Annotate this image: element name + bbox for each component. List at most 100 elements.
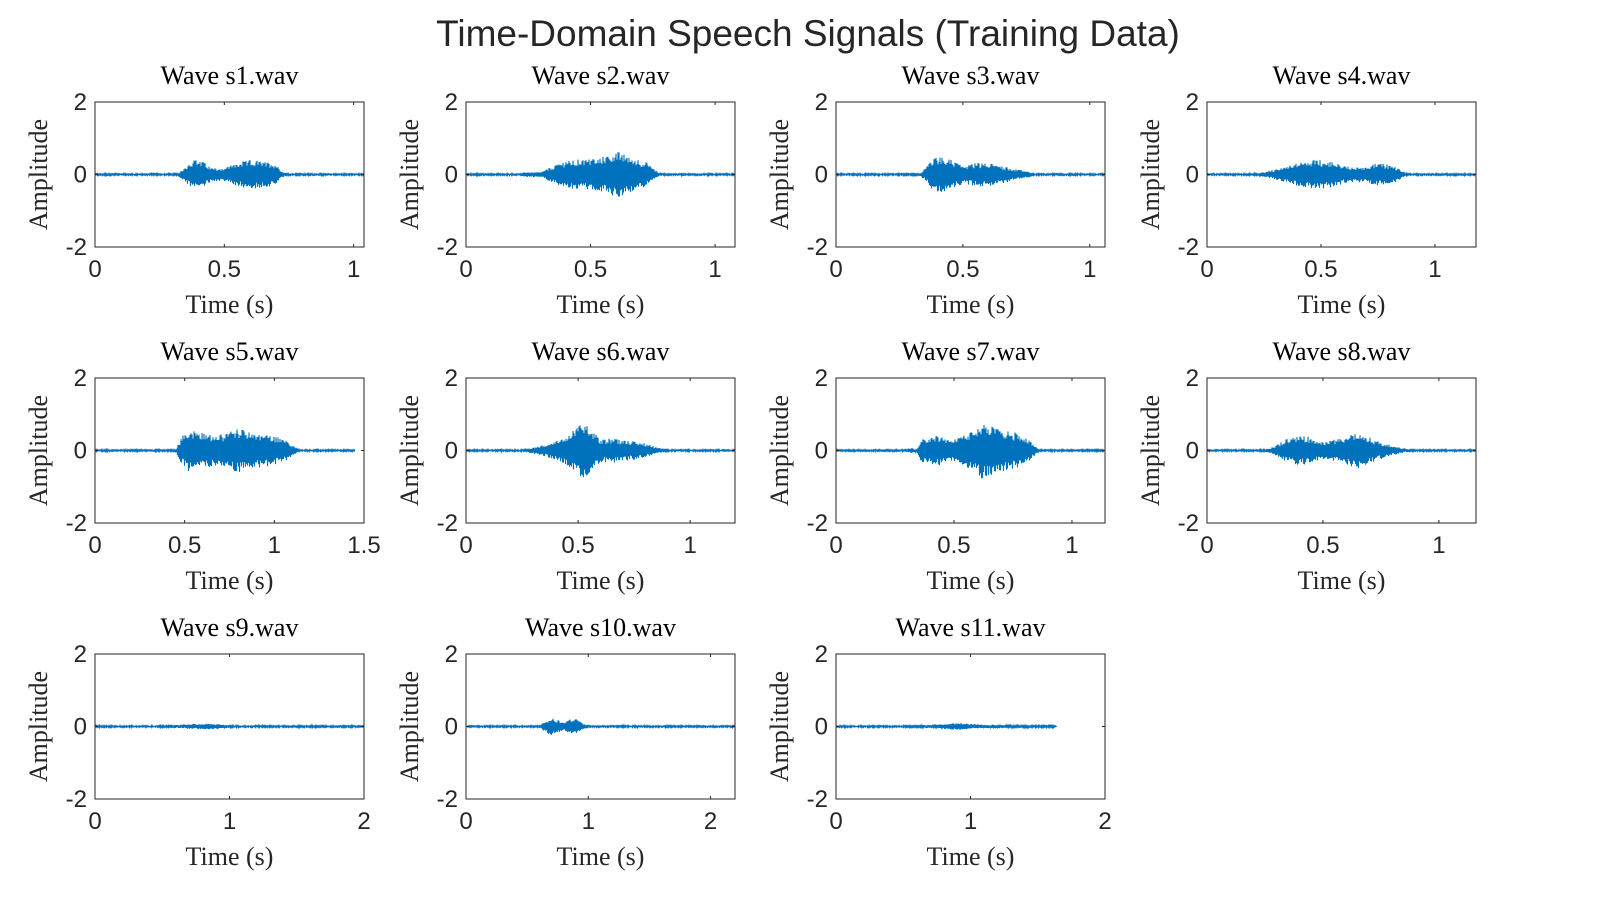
- x-tick-label: 2: [704, 808, 717, 835]
- y-tick-label: 2: [815, 89, 828, 116]
- waveform-line: [94, 429, 356, 472]
- x-axis-label: Time (s): [557, 290, 645, 319]
- x-tick-label: 0: [829, 256, 842, 283]
- x-axis-label: Time (s): [557, 566, 645, 595]
- x-axis-label: Time (s): [557, 842, 645, 871]
- x-tick-label: 0: [459, 532, 472, 559]
- waveform-line: [94, 723, 365, 730]
- x-tick-label: 0: [1200, 256, 1213, 283]
- x-tick-label: 0: [88, 256, 101, 283]
- y-tick-label: -2: [66, 786, 87, 813]
- y-axis-label: Amplitude: [1136, 119, 1165, 230]
- x-tick-label: 1: [1065, 532, 1078, 559]
- y-tick-label: -2: [807, 234, 828, 261]
- x-tick-label: 1: [683, 532, 696, 559]
- waveform-line: [94, 160, 365, 189]
- x-tick-label: 0.5: [1304, 256, 1337, 283]
- x-axis-label: Time (s): [1298, 566, 1386, 595]
- y-axis-label: Amplitude: [395, 671, 424, 782]
- y-tick-label: -2: [437, 510, 458, 537]
- subplot-title: Wave s10.wav: [525, 613, 676, 642]
- x-tick-label: 1: [223, 808, 236, 835]
- x-axis-label: Time (s): [927, 290, 1015, 319]
- y-axis-label: Amplitude: [24, 119, 53, 230]
- x-tick-label: 1: [268, 532, 281, 559]
- subplot-title: Wave s3.wav: [902, 61, 1040, 90]
- y-tick-label: 0: [815, 438, 828, 465]
- x-tick-label: 2: [1098, 808, 1111, 835]
- x-tick-label: 0.5: [1306, 532, 1339, 559]
- waveform-line: [835, 424, 1106, 479]
- y-tick-label: 0: [74, 438, 87, 465]
- x-axis-label: Time (s): [927, 566, 1015, 595]
- y-axis-label: Amplitude: [24, 671, 53, 782]
- y-tick-label: 0: [445, 162, 458, 189]
- x-tick-label: 1: [1428, 256, 1441, 283]
- y-axis-label: Amplitude: [765, 395, 794, 506]
- y-tick-label: 2: [445, 89, 458, 116]
- x-tick-label: 0: [829, 808, 842, 835]
- waveform-line: [835, 157, 1106, 192]
- y-tick-label: 2: [74, 641, 87, 668]
- x-axis-label: Time (s): [186, 842, 274, 871]
- x-axis-label: Time (s): [1298, 290, 1386, 319]
- waveform-line: [465, 718, 736, 735]
- y-tick-label: -2: [1178, 234, 1199, 261]
- waveform-line: [1206, 434, 1477, 468]
- subplot-title: Wave s6.wav: [532, 337, 670, 366]
- y-tick-label: 2: [815, 641, 828, 668]
- x-tick-label: 1: [1432, 532, 1445, 559]
- waveform-line: [465, 425, 736, 478]
- y-tick-label: 2: [74, 365, 87, 392]
- y-tick-label: 0: [74, 714, 87, 741]
- y-axis-label: Amplitude: [765, 671, 794, 782]
- y-tick-label: -2: [807, 510, 828, 537]
- y-axis-label: Amplitude: [24, 395, 53, 506]
- y-axis-label: Amplitude: [395, 395, 424, 506]
- x-tick-label: 2: [357, 808, 370, 835]
- y-tick-label: 2: [445, 365, 458, 392]
- y-tick-label: 0: [815, 162, 828, 189]
- waveform-line: [465, 152, 736, 197]
- x-tick-label: 0: [459, 256, 472, 283]
- y-axis-label: Amplitude: [1136, 395, 1165, 506]
- y-tick-label: 2: [1186, 89, 1199, 116]
- y-axis-label: Amplitude: [765, 119, 794, 230]
- x-tick-label: 1: [582, 808, 595, 835]
- y-tick-label: 0: [445, 714, 458, 741]
- y-tick-label: 0: [445, 438, 458, 465]
- subplot-title: Wave s8.wav: [1273, 337, 1411, 366]
- y-axis-label: Amplitude: [395, 119, 424, 230]
- x-tick-label: 1: [708, 256, 721, 283]
- x-tick-label: 0: [88, 808, 101, 835]
- y-tick-label: -2: [807, 786, 828, 813]
- y-tick-label: -2: [437, 786, 458, 813]
- x-tick-label: 1: [964, 808, 977, 835]
- y-tick-label: -2: [437, 234, 458, 261]
- waveform-line: [1206, 160, 1477, 189]
- subplot-title: Wave s1.wav: [161, 61, 299, 90]
- y-tick-label: 0: [74, 162, 87, 189]
- x-tick-label: 1: [347, 256, 360, 283]
- x-tick-label: 1.5: [347, 532, 380, 559]
- waveform-line: [835, 723, 1058, 730]
- x-tick-label: 1: [1083, 256, 1096, 283]
- x-tick-label: 0: [459, 808, 472, 835]
- x-axis-label: Time (s): [186, 566, 274, 595]
- x-tick-label: 0.5: [574, 256, 607, 283]
- x-axis-label: Time (s): [927, 842, 1015, 871]
- y-tick-label: 2: [815, 365, 828, 392]
